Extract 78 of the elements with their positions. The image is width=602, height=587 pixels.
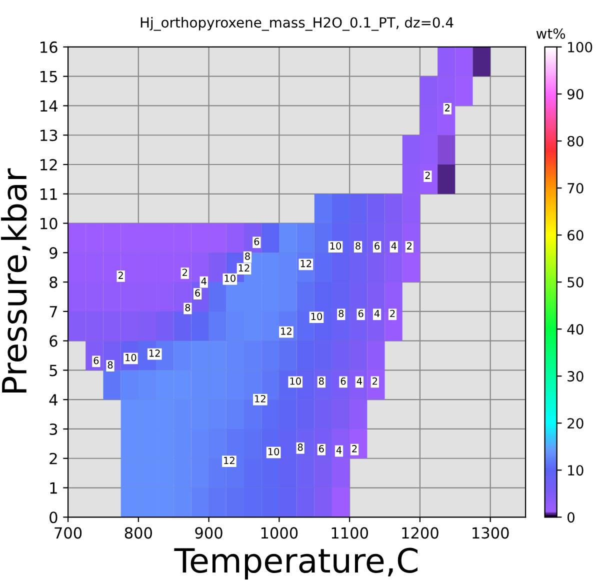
color-bar-label: 40 [567,324,584,335]
annotation: 12 [255,395,266,402]
x-axis-title: Temperature,C [174,548,418,580]
chart-title: Hj_orthopyroxene_mass_H2O_0.1_PT, dz=0.4 [140,16,454,31]
annotation: 12 [281,327,292,335]
annotation: 6 [319,445,324,452]
annotation: 2 [445,104,450,112]
color-bar-label: 20 [568,418,584,429]
annotation: 12 [238,264,250,272]
annotation: 2 [425,172,430,179]
y-tick-label: 6 [50,335,58,347]
color-bar-title: wt% [536,28,566,39]
annotation: 8 [108,361,113,369]
annotation: 6 [254,238,260,246]
annotation: 2 [352,445,357,452]
annotation: 8 [298,444,303,451]
annotation: 2 [390,310,395,318]
annotation: 10 [290,377,301,385]
y-tick-label: 13 [40,130,58,142]
annotation: 4 [391,242,396,250]
x-tick-label: 1100 [332,527,368,539]
x-tick-label: 900 [195,527,222,539]
annotation: 10 [126,354,136,362]
y-tick-label: 11 [40,188,57,200]
y-tick-label: 14 [40,100,58,112]
annotation: 8 [318,377,324,385]
y-tick-label: 9 [50,247,58,259]
x-tick-label: 800 [124,527,152,539]
x-tick-label: 700 [54,527,82,539]
annotation: 10 [224,274,236,282]
annotation: 12 [300,260,312,268]
annotation: 10 [330,242,342,250]
annotation: 12 [224,456,234,464]
y-tick-label: 1 [50,482,57,494]
y-tick-label: 15 [40,71,57,82]
annotation: 10 [268,448,280,456]
annotation: 4 [356,378,362,385]
color-bar-label: 50 [568,277,584,288]
annotation: 2 [118,272,123,279]
y-tick-label: 2 [50,452,57,464]
annotation: 10 [311,312,322,320]
annotation: 4 [201,278,206,285]
y-tick-label: 0 [50,512,58,524]
annotation: 8 [356,242,360,250]
annotation: 6 [195,289,200,297]
annotation: 8 [185,304,190,312]
x-tick-label: 1300 [472,527,509,539]
annotation: 6 [94,356,99,364]
annotation: 2 [407,242,412,250]
x-tick-label: 1200 [402,527,438,539]
color-bar-label: 60 [568,230,584,241]
color-bar-label: 30 [568,371,584,382]
annotation: 8 [245,252,250,260]
annotation: 2 [182,268,187,276]
annotation: 4 [336,446,342,454]
y-tick-label: 4 [49,394,58,406]
annotation: 6 [340,377,346,385]
y-tick-label: 3 [50,423,58,436]
color-bar-label: 100 [568,42,592,52]
annotation: 12 [149,350,160,357]
color-bar-label: 10 [568,465,584,476]
annotation: 8 [338,310,344,318]
color-bar-label: 80 [568,136,584,146]
y-tick-label: 8 [50,276,58,288]
y-tick-label: 7 [50,306,57,318]
annotation: 2 [372,377,378,385]
color-bar-label: 0 [567,512,574,523]
annotation: 4 [374,310,380,318]
y-tick-label: 12 [40,158,57,170]
y-tick-label: 10 [40,218,58,230]
color-bar-label: 90 [567,88,584,100]
y-tick-label: 16 [40,41,58,53]
annotation: 6 [374,242,380,250]
y-axis-title: Pressure,kbar [1,168,30,393]
color-bar-label: 70 [568,182,584,194]
annotation: 6 [358,310,364,318]
x-tick-label: 1000 [261,527,298,539]
y-tick-label: 5 [50,364,57,376]
